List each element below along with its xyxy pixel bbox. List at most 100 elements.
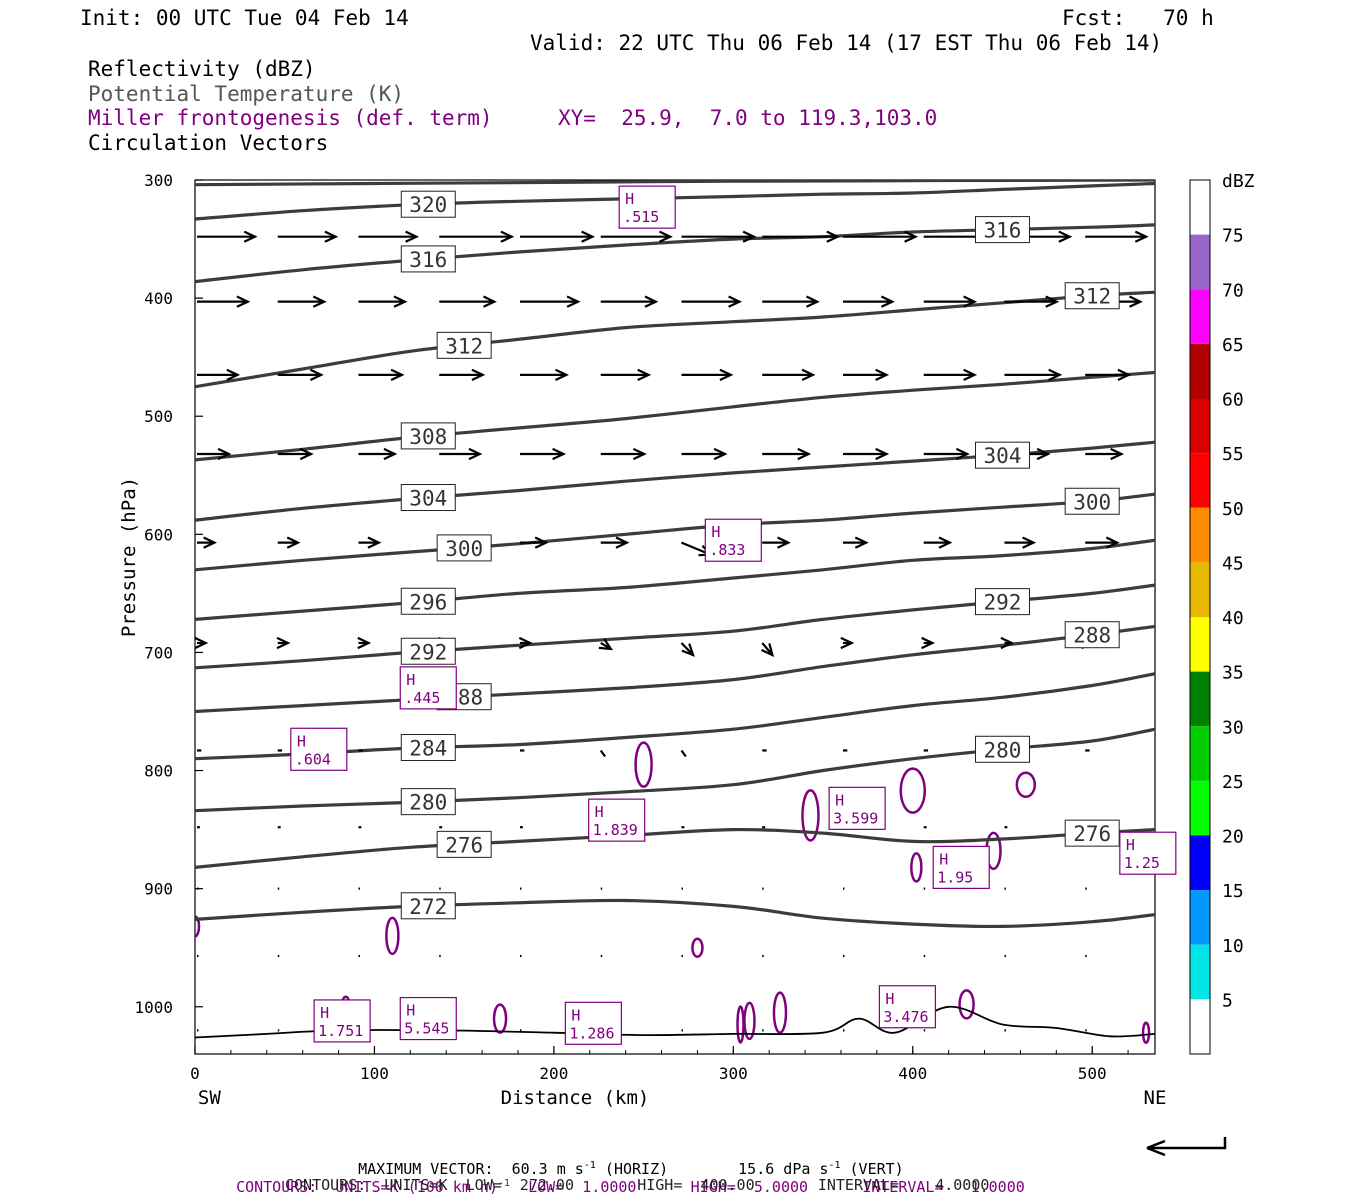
contours1-range: LOW= 1.0000 HIGH= 5.0000 INTERVAL= 1.000… — [510, 1178, 1025, 1196]
frontogenesis-max-box — [704, 518, 762, 562]
theta-label-box — [974, 735, 1030, 763]
frontogenesis-max-h: H — [571, 1006, 580, 1024]
vector-arrow — [277, 230, 339, 243]
vector-arrow — [842, 536, 869, 549]
theta-label-box — [400, 637, 456, 665]
vector-arrow — [1085, 536, 1120, 549]
frontogenesis-max-value: 3.599 — [833, 809, 878, 827]
colorbar-swatch — [1190, 890, 1210, 945]
frontogenesis-max-h: H — [1126, 836, 1135, 854]
frontogenesis-max-value: .604 — [295, 750, 331, 768]
max-vector-vert: 15.6 dPa s — [738, 1160, 829, 1178]
vector-arrow — [680, 749, 687, 758]
theta-label-text: 292 — [984, 591, 1022, 615]
theta-label-text: 280 — [409, 791, 447, 815]
y-tick-label: 900 — [144, 880, 173, 899]
colorbar-swatch — [1190, 780, 1210, 836]
vector-arrow — [923, 295, 978, 308]
max-vector-horiz-tail: (HORIZ) — [595, 1160, 669, 1178]
vector-arrow — [358, 536, 382, 549]
frontogenesis-contour — [385, 916, 400, 956]
colorbar-label: 30 — [1222, 717, 1244, 738]
colorbar-swatch — [1190, 453, 1210, 508]
theta-label-308-0: 308 — [400, 422, 456, 450]
frontogenesis-max-2: H.445 — [399, 666, 457, 710]
theta-label-text: 312 — [445, 334, 483, 358]
theta-contour-296 — [195, 538, 1155, 621]
vector-arrow — [519, 295, 581, 308]
vector-arrow — [197, 295, 251, 308]
colorbar-label: 70 — [1222, 280, 1244, 301]
vector-arrow — [439, 368, 486, 381]
colorbar-swatch — [1190, 289, 1210, 344]
ne-label: NE — [1144, 1087, 1167, 1109]
vector-arrow — [842, 230, 919, 243]
vector-arrow — [357, 636, 372, 650]
frontogenesis-contour — [195, 915, 201, 938]
sup-3: -1 — [497, 1178, 511, 1189]
theta-label-280-0: 280 — [974, 735, 1030, 763]
frontogenesis-max-box — [588, 798, 646, 842]
theta-label-text: 316 — [409, 248, 447, 272]
frontogenesis-max-value: .445 — [404, 689, 440, 707]
sup-1: -1 — [583, 1160, 596, 1171]
colorbar-label: 25 — [1222, 772, 1244, 793]
max-vector-vert-tail: (VERT) — [840, 1160, 904, 1178]
colorbar-swatch — [1190, 398, 1210, 454]
vector-arrow — [923, 447, 970, 461]
colorbar-swatch — [1190, 944, 1210, 1000]
theta-contour-312 — [195, 290, 1155, 389]
frontogenesis-max-value: 1.751 — [318, 1022, 363, 1040]
frontogenesis-max-box — [878, 985, 936, 1029]
vector-arrow — [923, 536, 953, 549]
colorbar-label: 5 — [1222, 990, 1233, 1011]
plot-border — [194, 179, 1156, 1055]
y-tick-label: 700 — [144, 643, 173, 662]
vector-arrow — [358, 447, 398, 461]
valid-time: Valid: 22 UTC Thu 06 Feb 14 (17 EST Thu … — [530, 31, 1163, 55]
frontogenesis-contour — [772, 991, 788, 1034]
vector-arrow — [600, 230, 673, 243]
theta-contour-308 — [195, 370, 1155, 462]
colorbar-label: 20 — [1222, 827, 1244, 848]
theta-label-text: 280 — [984, 738, 1022, 762]
vector-arrow — [358, 295, 408, 308]
init-time: Init: 00 UTC Tue 04 Feb 14 — [80, 6, 409, 30]
theta-label-box — [400, 734, 456, 762]
vector-arrow — [1000, 636, 1015, 650]
vector-arrow — [197, 230, 258, 243]
theta-label-300-0: 300 — [1064, 487, 1120, 515]
y-tick-label: 1000 — [134, 998, 173, 1017]
vector-arrow — [600, 368, 652, 381]
frontogenesis-contour — [910, 852, 923, 883]
theta-label-272-0: 272 — [400, 892, 456, 920]
vector-arrow — [599, 749, 606, 758]
theta-label-288-0: 288 — [1064, 621, 1120, 649]
theta-label-box — [400, 587, 456, 615]
y-tick-label: 300 — [144, 171, 173, 190]
frontogenesis-max-7: H1.25 — [1119, 831, 1177, 875]
colorbar-label: 10 — [1222, 936, 1244, 957]
frontogenesis-max-box — [313, 999, 371, 1043]
sw-label: SW — [198, 1087, 221, 1109]
colorbar-swatch — [1190, 726, 1210, 781]
x-tick-label: 300 — [719, 1064, 748, 1083]
theta-label-304-0: 304 — [974, 441, 1030, 469]
theta-contour-284 — [195, 672, 1155, 761]
theta-label-text: 296 — [409, 590, 447, 614]
vector-arrow — [762, 368, 816, 381]
theta-label-box — [400, 245, 456, 273]
y-tick-label: 800 — [144, 762, 173, 781]
frontogenesis-max-0: H.515 — [618, 185, 676, 229]
frontogenesis-contour — [899, 767, 927, 814]
colorbar-swatch — [1190, 562, 1210, 617]
theta-label-text: 272 — [409, 895, 447, 919]
frontogenesis-max-10: H1.286 — [564, 1001, 622, 1045]
theta-label-text: 304 — [409, 487, 447, 511]
vector-arrow — [439, 447, 483, 461]
theta-label-box — [974, 588, 1030, 616]
vector-arrow — [761, 642, 775, 657]
vector-arrow — [842, 447, 890, 461]
frontogenesis-max-h: H — [835, 791, 844, 809]
